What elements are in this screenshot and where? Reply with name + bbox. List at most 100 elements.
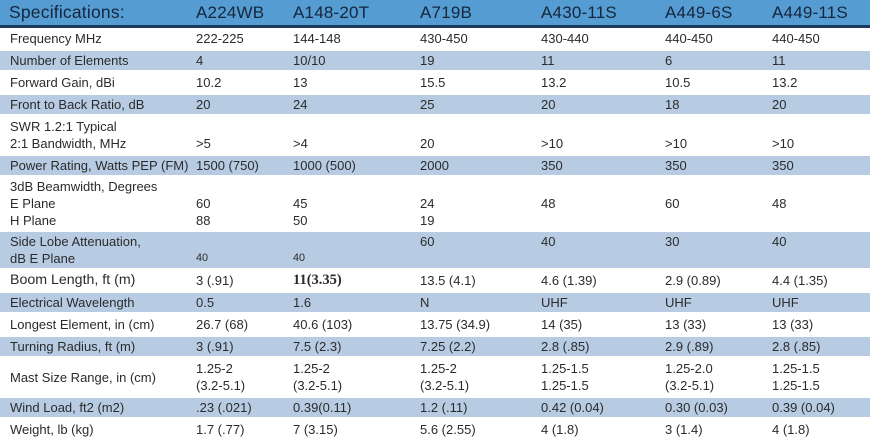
spec-value-line	[196, 118, 293, 135]
spec-value-line: 4 (1.8)	[772, 422, 810, 437]
spec-value-line: 10.2	[196, 75, 222, 90]
spec-value: 3 (.91)	[196, 272, 293, 289]
row-label-line: Mast Size Range, in (cm)	[10, 369, 156, 385]
spec-value: 7.5 (2.3)	[293, 338, 420, 355]
spec-row-wavelength: Electrical Wavelength 0.5 1.6 N UHF UHF UHF	[0, 291, 870, 314]
spec-value: 4.6 (1.39)	[541, 272, 665, 289]
spec-value: >4	[293, 118, 420, 152]
spec-header-row: Specifications: A224WB A148-20T A719B A430-1…	[0, 0, 870, 28]
spec-value-line: 2.8 (.85)	[541, 339, 590, 354]
spec-value-line	[196, 178, 293, 195]
spec-value: 60	[420, 233, 541, 267]
spec-value: 0.42 (0.04)	[541, 399, 665, 416]
spec-value-line: 2000	[420, 158, 449, 173]
spec-value: 0.39 (0.04)	[772, 399, 870, 416]
spec-value: 430-450	[420, 30, 541, 47]
spec-value-line: 3 (1.4)	[665, 422, 703, 437]
spec-value-line	[541, 250, 665, 267]
spec-value-line: 1000 (500)	[293, 158, 356, 173]
spec-value: 45 50	[293, 178, 420, 229]
spec-value-line: 48	[772, 196, 787, 211]
spec-value-line: >10	[665, 136, 688, 151]
spec-value-line: 20	[196, 97, 211, 112]
row-label: Boom Length, ft (m)	[0, 272, 196, 289]
spec-value-line: 13 (33)	[772, 317, 814, 332]
spec-value: 350	[541, 157, 665, 174]
spec-value-line: 3 (.91)	[196, 339, 234, 354]
spec-value-line: 144-148	[293, 31, 341, 46]
row-label: Longest Element, in (cm)	[0, 316, 196, 333]
spec-value: 1.25-2.0 (3.2-5.1)	[665, 360, 772, 394]
row-label: Front to Back Ratio, dB	[0, 96, 196, 113]
spec-value: N	[420, 294, 541, 311]
spec-value-line: 13.2	[541, 75, 567, 90]
row-label-line: dB E Plane	[10, 251, 76, 266]
spec-row-frequency: Frequency MHz 222-225 144-148 430-450 430-44…	[0, 28, 870, 49]
column-header-a148-20t: A148-20T	[293, 2, 370, 22]
spec-value: 2.9 (.89)	[665, 338, 772, 355]
spec-value: 48	[541, 178, 665, 229]
spec-value-line: 11	[772, 53, 786, 68]
spec-value: 1.2 (.11)	[420, 399, 541, 416]
spec-value-line: 18	[665, 97, 680, 112]
spec-value-line	[293, 233, 420, 250]
spec-value: 3 (1.4)	[665, 421, 772, 438]
spec-value: 144-148	[293, 30, 420, 47]
spec-value: 13	[293, 74, 420, 91]
spec-value-line: 4 (1.8)	[541, 422, 579, 437]
spec-value-line: 26.7 (68)	[196, 317, 249, 332]
spec-value: 20	[196, 96, 293, 113]
spec-value-line: 1.25-1.5	[772, 361, 820, 376]
spec-value-line: 350	[665, 158, 687, 173]
spec-value: 350	[772, 157, 870, 174]
spec-value-line: 2.9 (0.89)	[665, 273, 721, 288]
spec-value-line	[541, 178, 665, 195]
spec-value-line: 0.39 (0.04)	[772, 400, 835, 415]
spec-value-line	[772, 118, 870, 135]
spec-value-line: 1.25-1.5	[541, 361, 589, 376]
spec-value: UHF	[665, 294, 772, 311]
spec-value: 60 88	[196, 178, 293, 229]
spec-value-line: 1.6	[293, 295, 312, 310]
spec-row-wind-load: Wind Load, ft2 (m2) .23 (.021) 0.39(0.11) 1…	[0, 396, 870, 419]
spec-value: >5	[196, 118, 293, 152]
spec-value-line: 40	[541, 234, 556, 249]
column-header-a719b: A719B	[420, 2, 473, 22]
spec-value-line: 1.25-1.5	[772, 378, 820, 393]
spec-row-turning-radius: Turning Radius, ft (m) 3 (.91) 7.5 (2.3) 7.…	[0, 335, 870, 358]
spec-value-line: 20	[420, 136, 435, 151]
row-label-line: Wind Load, ft2 (m2)	[10, 400, 125, 415]
spec-row-beamwidth: 3dB Beamwidth, Degrees E Plane H Plane 60 88…	[0, 177, 870, 230]
column-header-a430-11s: A430-11S	[541, 2, 617, 22]
table-title: Specifications:	[9, 2, 125, 22]
spec-value-line: N	[420, 295, 430, 310]
spec-value-line: 430-440	[541, 31, 589, 46]
spec-value-line: 10/10	[293, 53, 326, 68]
spec-value-line: 4.6 (1.39)	[541, 273, 597, 288]
spec-value: 1.25-1.5 1.25-1.5	[541, 360, 665, 394]
spec-value-line: 7.25 (2.2)	[420, 339, 476, 354]
spec-value: 13.2	[772, 74, 870, 91]
spec-value-line: 48	[541, 196, 556, 211]
row-label-line: Front to Back Ratio, dB	[10, 97, 145, 112]
row-label: Side Lobe Attenuation, dB E Plane	[0, 233, 196, 267]
spec-value-line	[665, 178, 772, 195]
row-label-line: Forward Gain, dBi	[10, 75, 115, 90]
spec-value: 15.5	[420, 74, 541, 91]
row-label: 3dB Beamwidth, Degrees E Plane H Plane	[0, 178, 196, 229]
spec-value-line: 20	[772, 97, 787, 112]
spec-value: 350	[665, 157, 772, 174]
spec-row-swr: SWR 1.2:1 Typical 2:1 Bandwidth, MHz >5 >4 2…	[0, 116, 870, 154]
spec-value-line: 350	[772, 158, 794, 173]
row-label-line: Longest Element, in (cm)	[10, 317, 155, 332]
spec-value-line: 11	[541, 53, 555, 68]
spec-value-line: 10.5	[665, 75, 691, 90]
spec-value-line	[293, 118, 420, 135]
spec-value-line: 45	[293, 196, 308, 211]
spec-value: UHF	[541, 294, 665, 311]
spec-value: 1.25-1.5 1.25-1.5	[772, 360, 870, 394]
row-label: Weight, lb (kg)	[0, 421, 196, 438]
spec-value: 24	[293, 96, 420, 113]
spec-value: 0.30 (0.03)	[665, 399, 772, 416]
spec-value: 1500 (750)	[196, 157, 293, 174]
